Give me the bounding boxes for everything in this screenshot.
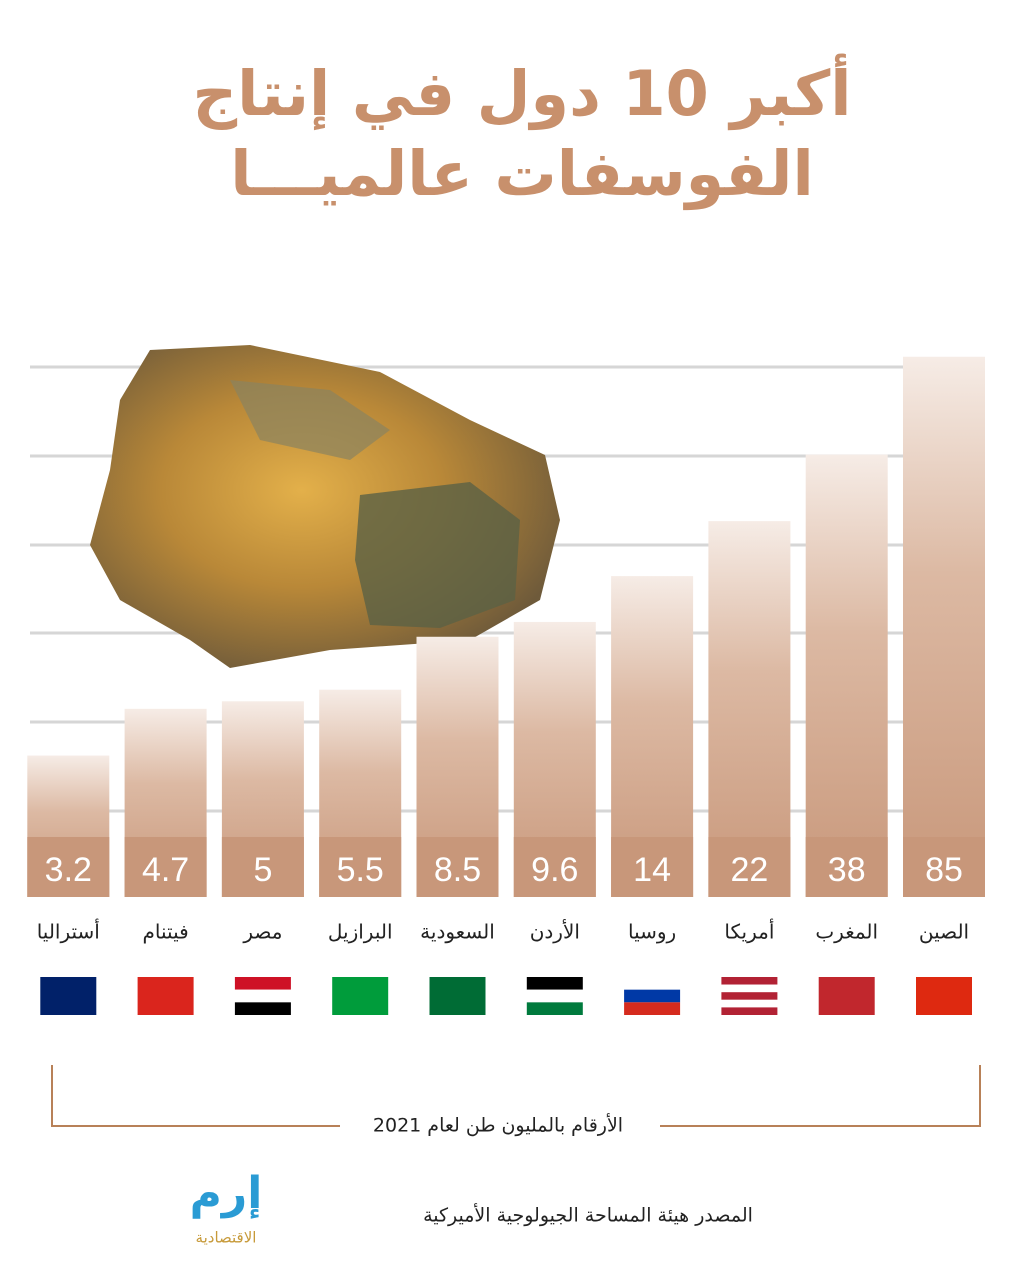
flag-stripe: [624, 989, 681, 1003]
bar-base: [611, 837, 694, 897]
rock-image: [90, 345, 560, 668]
bar-base: [708, 837, 791, 897]
flag-stripe: [916, 977, 972, 1015]
flag-stripe: [429, 977, 486, 1015]
bracket: [51, 1065, 981, 1127]
bar-base: [27, 837, 110, 897]
value-label: 14: [633, 851, 671, 889]
flag-stripe: [234, 989, 291, 1003]
flag-stripe: [526, 1002, 583, 1015]
flag-stripe: [234, 1002, 291, 1015]
flag-stripe: [526, 977, 583, 990]
bar-base: [416, 837, 499, 897]
value-label: 85: [925, 851, 963, 889]
source: المصدر هيئة المساحة الجيولوجية الأميركية: [423, 1204, 753, 1227]
category-label: الصين: [919, 920, 969, 944]
logo-name: إرم: [190, 1168, 263, 1219]
flag-stripe: [332, 977, 389, 1015]
bar-base: [903, 837, 985, 897]
bar-base: [124, 837, 207, 897]
flag-stripe: [624, 977, 681, 990]
bars: 85 الصين 38 المغرب 22 أمريكا 14 روسيا 9.6 الأردن 8…: [27, 356, 985, 1015]
flag-stripe: [137, 977, 194, 1015]
category-label: فيتنام: [143, 920, 189, 944]
category-label: مصر: [242, 920, 282, 944]
bar: [903, 356, 985, 897]
flag-stripe: [721, 977, 778, 985]
value-label: 5.5: [337, 851, 384, 889]
category-label: السعودية: [420, 920, 495, 944]
bar-base: [319, 837, 402, 897]
category-label: أستراليا: [37, 919, 100, 944]
value-label: 4.7: [142, 851, 189, 889]
note: الأرقام بالمليون طن لعام 2021: [373, 1114, 623, 1137]
value-label: 5: [253, 851, 272, 889]
value-label: 8.5: [434, 851, 481, 889]
flag-stripe: [721, 992, 778, 1000]
chart-subtitle: الفوسفات عالميـــا: [230, 137, 813, 210]
rock-shade: [230, 380, 390, 460]
value-label: 22: [730, 851, 768, 889]
rock-shade: [355, 482, 520, 628]
flag-stripe: [721, 999, 778, 1008]
flag-stripe: [526, 989, 583, 1003]
category-label: المغرب: [815, 920, 878, 944]
value-label: 3.2: [45, 851, 92, 889]
category-label: الأردن: [530, 920, 580, 944]
value-label: 38: [828, 851, 866, 889]
category-label: البرازيل: [328, 920, 393, 944]
bar-base: [221, 837, 304, 897]
bar: [805, 454, 888, 897]
flag-stripe: [721, 1007, 778, 1015]
bar-base: [513, 837, 596, 897]
flag-stripe: [40, 977, 97, 1015]
bar-base: [805, 837, 888, 897]
logo-tagline: الاقتصادية: [196, 1229, 257, 1247]
category-label: أمريكا: [724, 919, 774, 944]
flag-stripe: [721, 984, 778, 993]
flag-stripe: [234, 977, 291, 990]
category-label: روسيا: [628, 920, 676, 944]
chart-title: أكبر 10 دول في إنتاج: [192, 53, 851, 130]
flag-stripe: [624, 1002, 681, 1015]
flag-stripe: [818, 977, 875, 1015]
value-label: 9.6: [531, 851, 578, 889]
bar: [708, 521, 791, 897]
